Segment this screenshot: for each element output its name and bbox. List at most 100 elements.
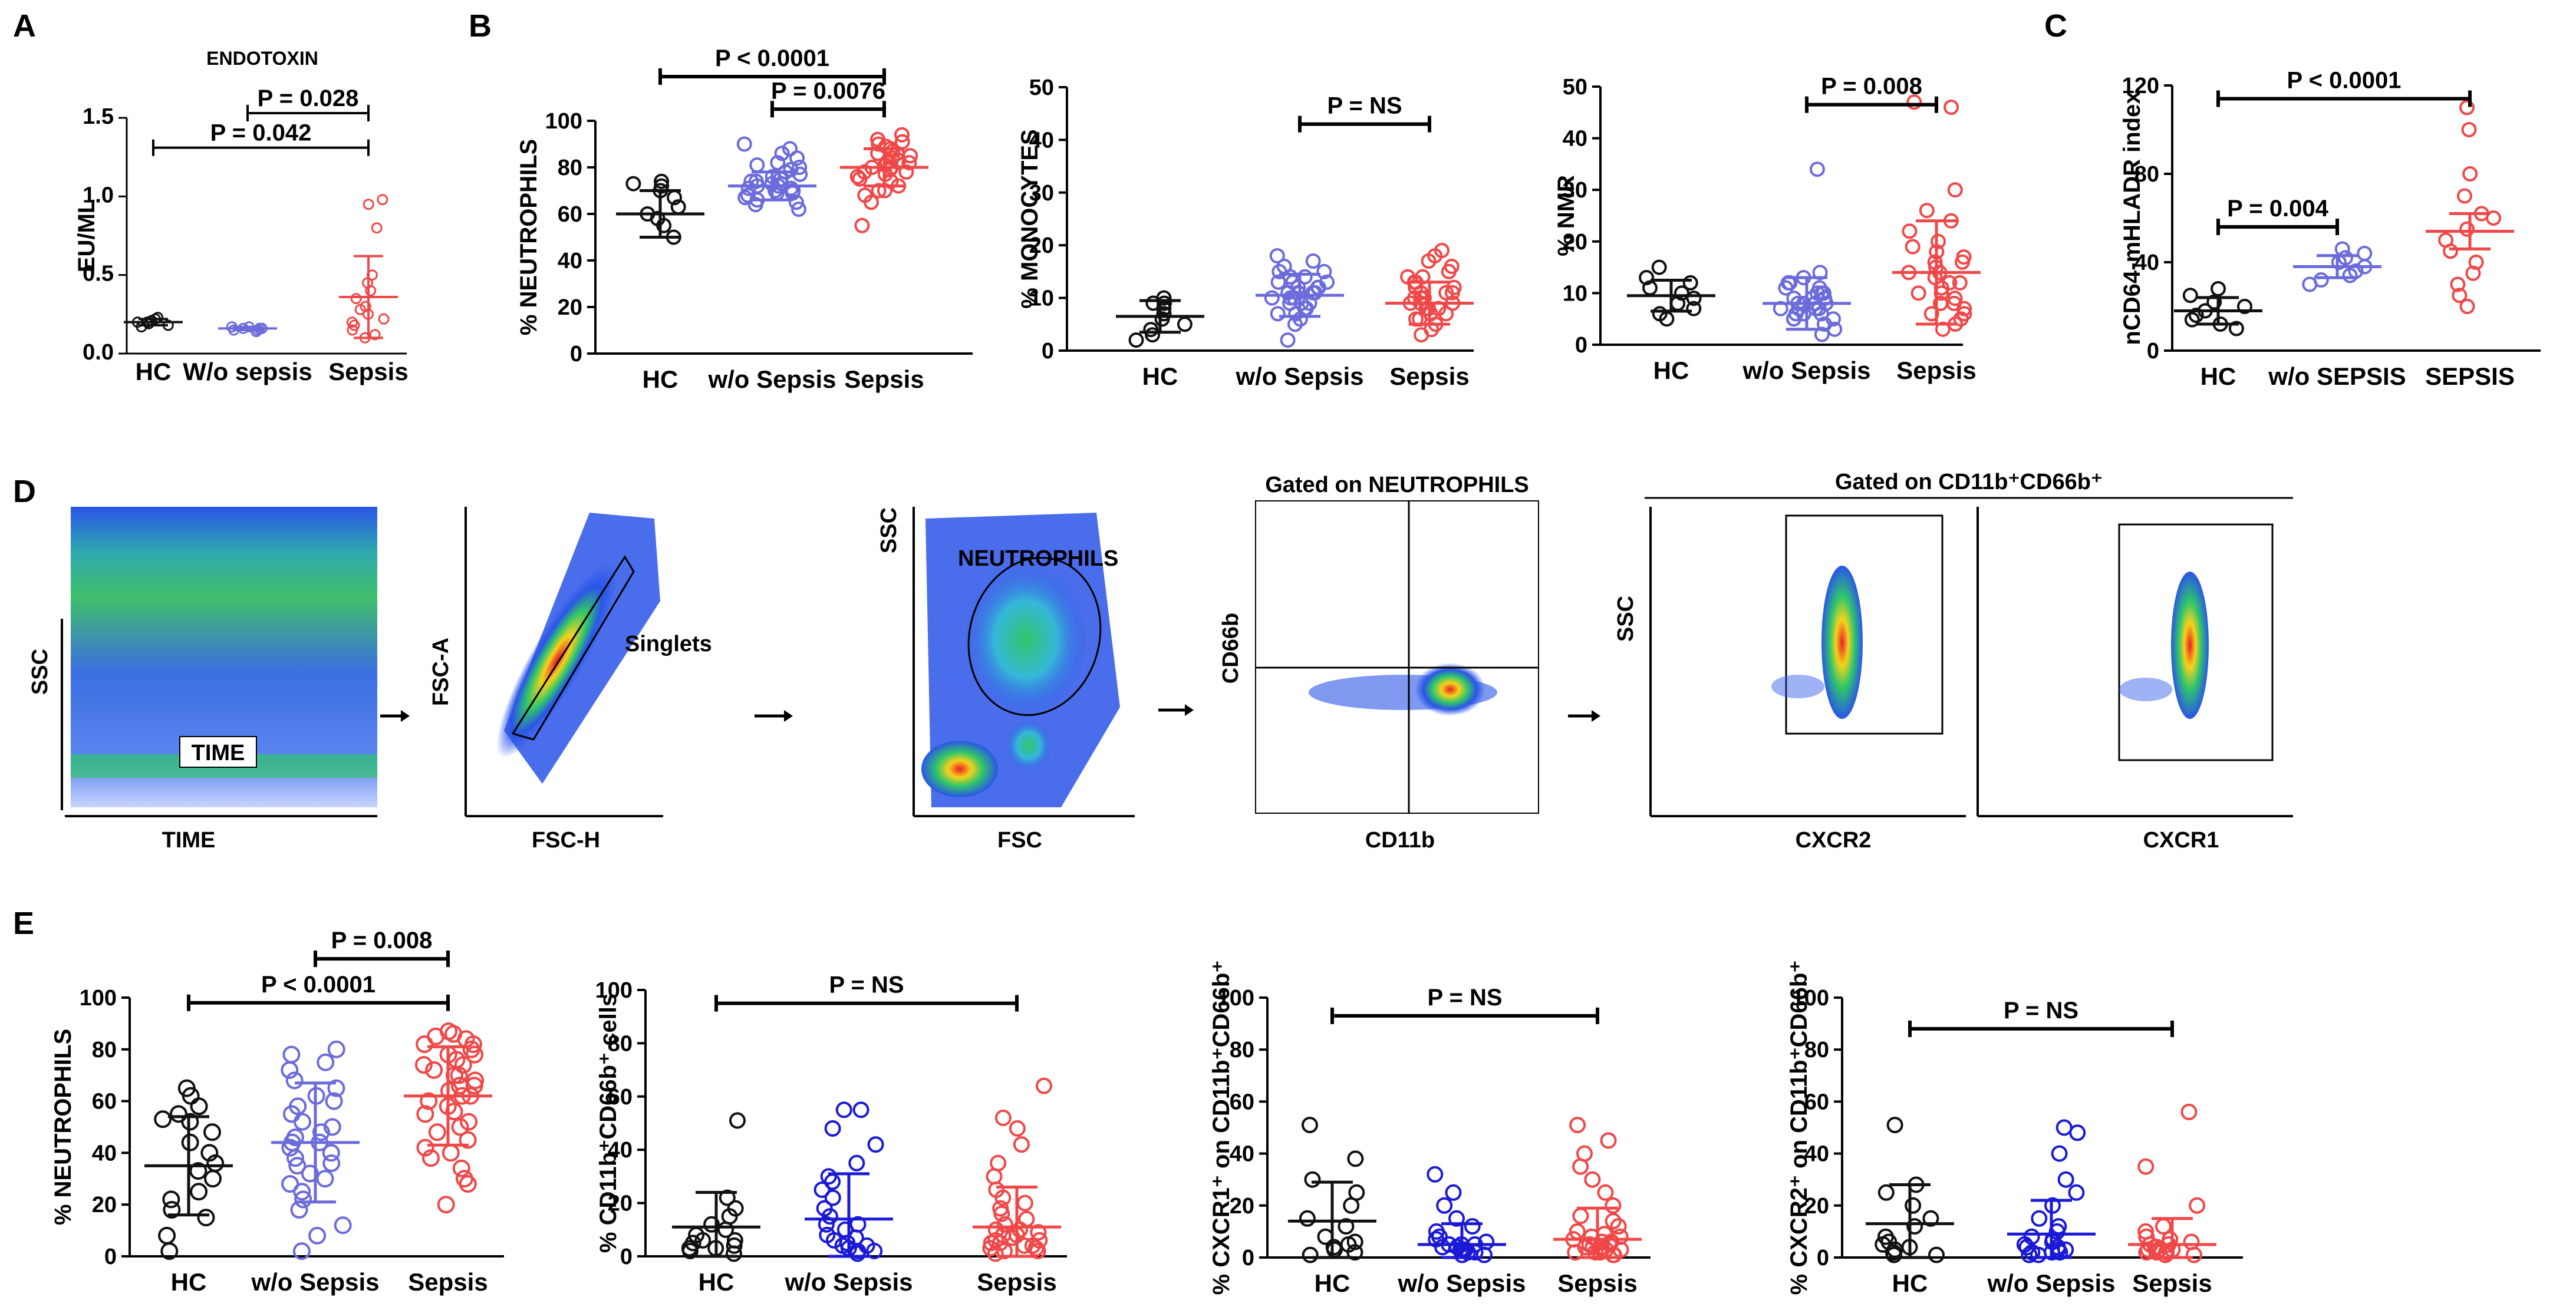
chart-e3: 0 20 40 60 80 100% CXCR1⁺ on CD11b⁺CD66b⁺ HC w/… bbox=[1208, 961, 1651, 1297]
panel-letter-d: D bbox=[13, 474, 36, 509]
data-point bbox=[354, 303, 366, 315]
scatter-charts: 0.0 0.5 1.0 1.5 EU/ML ENDOTOXIN HC W/o sepsis Se… bbox=[50, 45, 2541, 1297]
data-point bbox=[451, 1118, 469, 1136]
data-point bbox=[1316, 263, 1332, 279]
p-value-label: P = 0.008 bbox=[1821, 74, 1922, 100]
data-point bbox=[2069, 1124, 2086, 1141]
data-point bbox=[371, 222, 383, 234]
data-point bbox=[1905, 1197, 1922, 1214]
y-tick-label: 40 bbox=[608, 1138, 633, 1163]
data-point bbox=[625, 176, 641, 192]
data-point bbox=[1910, 285, 1926, 301]
data-point bbox=[1438, 285, 1454, 301]
data-point bbox=[2021, 1246, 2038, 1263]
data-point bbox=[1012, 1221, 1028, 1238]
data-point bbox=[1928, 1246, 1945, 1263]
x-category-label: HC bbox=[1142, 362, 1178, 390]
x-category-label: HC bbox=[136, 358, 172, 385]
data-point bbox=[456, 1170, 473, 1188]
y-axis-label: % NMR bbox=[1553, 175, 1579, 256]
data-point bbox=[2057, 1171, 2074, 1188]
data-point bbox=[1346, 1233, 1363, 1250]
data-point bbox=[1652, 306, 1668, 322]
data-point bbox=[1448, 1210, 1465, 1227]
flow-arrowhead bbox=[1592, 710, 1600, 722]
flow-plot-cd66b-cd11b: Gated on NEUTROPHILS CD66b CD11b bbox=[1218, 473, 1600, 853]
data-point bbox=[1302, 1117, 1318, 1134]
chart-e2: 0 20 40 60 80 100% CD11b⁺CD66b⁺ cells HC w/o Se… bbox=[595, 972, 1067, 1296]
data-point bbox=[285, 1071, 304, 1090]
x-category-label: Sepsis bbox=[1389, 362, 1469, 390]
data-point bbox=[442, 1144, 460, 1162]
y-tick-label: 20 bbox=[1029, 233, 1054, 258]
data-point bbox=[1810, 285, 1825, 301]
y-tick-label: 50 bbox=[1563, 75, 1587, 100]
data-point bbox=[1886, 1117, 1903, 1134]
data-point bbox=[169, 1105, 187, 1123]
data-point bbox=[1612, 1228, 1629, 1245]
flow-density-core bbox=[1415, 663, 1485, 716]
data-point bbox=[2044, 1231, 2061, 1248]
x-category-label: w/o Sepsis bbox=[251, 1268, 379, 1296]
flow-xlabel: FSC bbox=[997, 828, 1042, 853]
data-point bbox=[879, 155, 895, 171]
data-point bbox=[450, 1066, 468, 1084]
data-point bbox=[819, 1226, 836, 1243]
data-point bbox=[1597, 1184, 1614, 1201]
y-tick-label: 60 bbox=[1230, 1090, 1254, 1114]
data-point bbox=[1016, 1194, 1033, 1212]
data-point bbox=[197, 1209, 215, 1227]
x-category-label: Sepsis bbox=[408, 1268, 487, 1296]
data-point bbox=[726, 1232, 743, 1249]
data-point bbox=[1264, 290, 1280, 306]
data-point bbox=[849, 1216, 867, 1233]
data-point bbox=[2313, 272, 2329, 288]
y-tick-label: 1.5 bbox=[83, 104, 114, 129]
data-point bbox=[327, 1079, 345, 1097]
data-point bbox=[1305, 253, 1321, 269]
data-point bbox=[301, 1164, 319, 1183]
data-point bbox=[158, 1226, 176, 1245]
chart-e4: 0 20 40 60 80 100% CXCR2⁺ on CD11b⁺CD66b⁺ HC w/… bbox=[1786, 961, 2243, 1297]
y-tick-label: 100 bbox=[545, 109, 582, 134]
data-point bbox=[770, 155, 786, 171]
data-point bbox=[416, 1035, 434, 1053]
data-point bbox=[1478, 1233, 1495, 1250]
data-point bbox=[460, 1113, 478, 1131]
y-tick-label: 0 bbox=[620, 1245, 633, 1269]
data-point bbox=[1885, 1246, 1902, 1263]
data-point bbox=[740, 187, 756, 203]
data-point bbox=[1428, 1231, 1445, 1248]
data-point bbox=[867, 1136, 884, 1153]
chart-title: ENDOTOXIN bbox=[206, 48, 318, 69]
data-point bbox=[994, 1110, 1012, 1126]
y-tick-label: 0 bbox=[570, 342, 582, 367]
data-point bbox=[422, 1149, 440, 1167]
data-point bbox=[1143, 322, 1159, 338]
flow-gate bbox=[511, 555, 635, 741]
data-point bbox=[2468, 255, 2484, 270]
data-point bbox=[1569, 1117, 1586, 1134]
data-point bbox=[986, 1168, 1003, 1185]
flow-cytometry-panels: TIME SSC TIME Singlets FSC-A FSC-H bbox=[28, 470, 2293, 853]
data-point bbox=[743, 173, 759, 189]
data-point bbox=[2188, 308, 2204, 323]
data-point bbox=[2051, 1145, 2068, 1162]
y-tick-label: 0 bbox=[1817, 1246, 1829, 1270]
data-point bbox=[1270, 306, 1286, 322]
data-point bbox=[901, 155, 917, 171]
data-point bbox=[848, 1154, 865, 1171]
data-point bbox=[1686, 291, 1702, 306]
data-point bbox=[1942, 275, 1958, 291]
flow-density-cloud bbox=[1771, 675, 1824, 698]
x-category-label: w/o Sepsis bbox=[1397, 1269, 1526, 1297]
data-point bbox=[2459, 221, 2475, 237]
data-point bbox=[2457, 188, 2472, 204]
y-tick-label: 30 bbox=[1029, 181, 1054, 206]
data-point bbox=[788, 194, 804, 210]
data-point bbox=[1956, 249, 1972, 265]
data-point bbox=[294, 1190, 312, 1209]
p-value-label: P = 0.028 bbox=[258, 85, 359, 111]
x-category-label: w/o Sepsis bbox=[1235, 362, 1363, 390]
